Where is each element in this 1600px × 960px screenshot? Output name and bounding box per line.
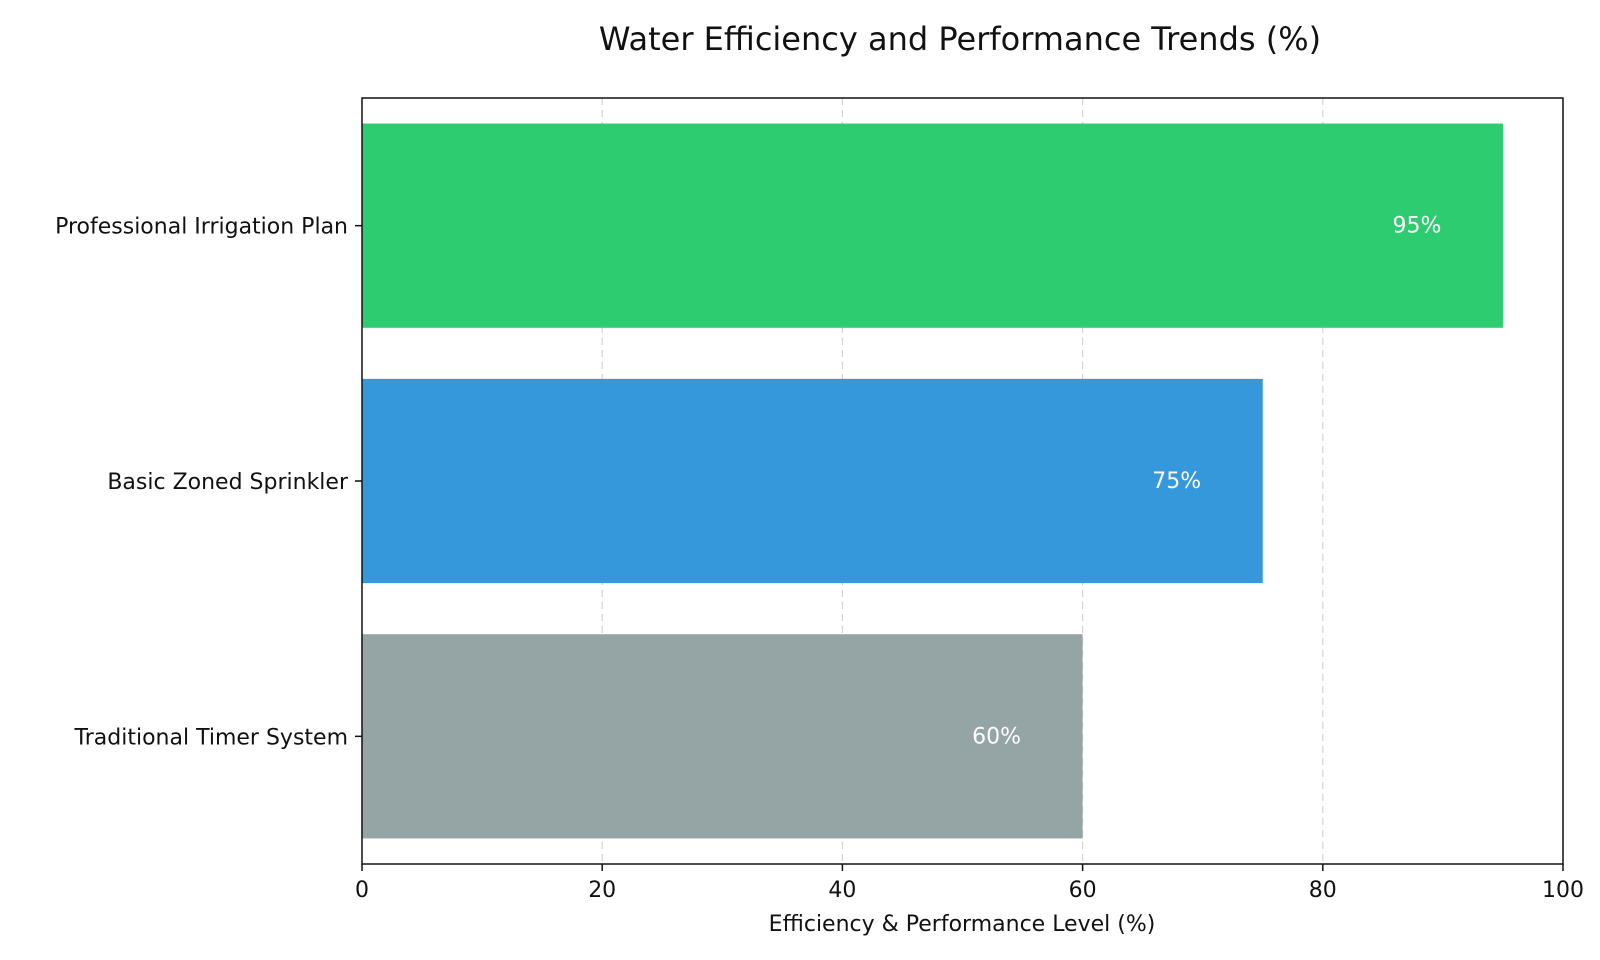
bars — [362, 123, 1503, 839]
category-label-0: Professional Irrigation Plan — [55, 215, 348, 240]
value-label-1: 75% — [1152, 469, 1201, 494]
x-tick-label-5: 100 — [1542, 878, 1584, 903]
category-label-2: Traditional Timer System — [74, 725, 348, 750]
bar-0 — [362, 123, 1503, 328]
value-labels: 95% 75% 60% — [972, 214, 1441, 750]
x-tick-label-3: 60 — [1069, 878, 1097, 903]
y-axis: Professional Irrigation Plan Basic Zoned … — [55, 215, 362, 750]
x-axis: 0 20 40 60 80 100 — [355, 864, 1584, 903]
chart-title: Water Efficiency and Performance Trends … — [599, 20, 1321, 58]
x-tick-label-4: 80 — [1309, 878, 1337, 903]
bar-2 — [362, 634, 1083, 839]
x-tick-label-2: 40 — [828, 878, 856, 903]
value-label-0: 95% — [1392, 214, 1441, 239]
x-tick-label-1: 20 — [588, 878, 616, 903]
category-label-1: Basic Zoned Sprinkler — [107, 470, 349, 495]
bar-1 — [362, 378, 1263, 584]
value-label-2: 60% — [972, 724, 1021, 749]
x-axis-label: Efficiency & Performance Level (%) — [769, 912, 1156, 937]
x-tick-label-0: 0 — [355, 878, 369, 903]
